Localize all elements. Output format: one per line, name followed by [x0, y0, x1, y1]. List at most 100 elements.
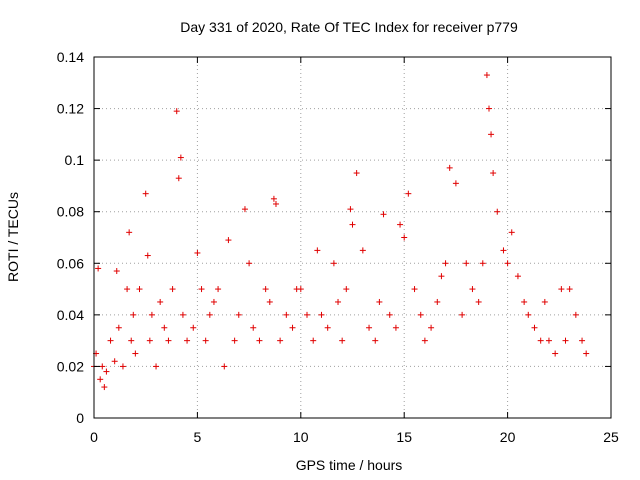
data-point: [411, 286, 418, 293]
data-point: [215, 286, 222, 293]
data-point: [126, 229, 133, 236]
data-point: [136, 286, 143, 293]
data-point: [339, 337, 346, 344]
x-axis-label: GPS time / hours: [296, 457, 403, 473]
data-point: [148, 311, 155, 318]
axis-ticks: [93, 56, 612, 419]
data-point: [190, 324, 197, 331]
data-point: [194, 249, 201, 256]
data-point: [469, 286, 476, 293]
data-point: [177, 154, 184, 161]
data-point: [459, 311, 466, 318]
data-point: [397, 221, 404, 228]
data-point: [283, 311, 290, 318]
data-point: [500, 247, 507, 254]
data-point: [111, 358, 118, 365]
data-point: [314, 247, 321, 254]
grid-lines: [94, 57, 611, 418]
data-point: [386, 311, 393, 318]
data-point: [169, 286, 176, 293]
data-point: [235, 311, 242, 318]
data-point: [475, 298, 482, 305]
data-point: [198, 286, 205, 293]
data-point: [525, 311, 532, 318]
data-point: [246, 260, 253, 267]
data-point: [380, 211, 387, 218]
data-point: [221, 363, 228, 370]
y-tick-labels: 0 0.02 0.04 0.06 0.08 0.1 0.12 0.14: [57, 49, 84, 426]
y-tick-label: 0.04: [57, 307, 84, 323]
data-point: [165, 337, 172, 344]
data-point: [95, 265, 102, 272]
data-point: [376, 298, 383, 305]
data-point: [297, 286, 304, 293]
y-tick-label: 0.14: [57, 49, 84, 65]
data-point: [225, 237, 232, 244]
data-point: [113, 268, 120, 275]
data-point: [124, 286, 131, 293]
data-point: [514, 273, 521, 280]
data-point: [583, 350, 590, 357]
data-point: [103, 368, 110, 375]
y-tick-label: 0.12: [57, 101, 84, 117]
data-point: [119, 363, 126, 370]
x-tick-label: 25: [603, 429, 619, 445]
data-point: [531, 324, 538, 331]
data-point: [488, 131, 495, 138]
data-point: [405, 190, 412, 197]
data-point: [452, 180, 459, 187]
data-point: [483, 72, 490, 79]
data-point: [179, 311, 186, 318]
data-point: [142, 190, 149, 197]
data-point: [508, 229, 515, 236]
data-point: [210, 298, 217, 305]
data-point: [324, 324, 331, 331]
data-point: [353, 170, 360, 177]
data-point: [494, 208, 501, 215]
data-point: [161, 324, 168, 331]
data-point: [552, 350, 559, 357]
data-point: [97, 376, 104, 383]
data-point: [438, 273, 445, 280]
data-point: [132, 350, 139, 357]
data-point: [107, 337, 114, 344]
data-point: [184, 337, 191, 344]
x-tick-label: 20: [500, 429, 516, 445]
y-axis-label: ROTI / TECUs: [5, 192, 21, 282]
data-point: [392, 324, 399, 331]
data-point: [372, 337, 379, 344]
data-point: [277, 337, 284, 344]
y-tick-label: 0.02: [57, 358, 84, 374]
plot-frame: [93, 56, 612, 419]
data-point: [289, 324, 296, 331]
x-tick-label: 10: [293, 429, 309, 445]
data-point: [434, 298, 441, 305]
data-point: [579, 337, 586, 344]
data-point: [347, 206, 354, 213]
x-tick-labels: 0 5 10 15 20 25: [90, 429, 619, 445]
data-point: [428, 324, 435, 331]
data-point: [175, 175, 182, 182]
data-point: [304, 311, 311, 318]
data-point: [256, 337, 263, 344]
chart-title: Day 331 of 2020, Rate Of TEC Index for r…: [180, 19, 518, 35]
y-tick-label: 0.1: [65, 152, 85, 168]
data-point: [115, 324, 122, 331]
data-point: [206, 311, 213, 318]
data-point: [401, 234, 408, 241]
data-point: [241, 206, 248, 213]
data-point: [442, 260, 449, 267]
x-tick-label: 5: [194, 429, 202, 445]
data-point: [558, 286, 565, 293]
data-point: [272, 200, 279, 207]
data-points: [91, 72, 590, 391]
data-point: [421, 337, 428, 344]
data-point: [310, 337, 317, 344]
data-point: [99, 363, 106, 370]
data-point: [349, 221, 356, 228]
data-point: [130, 311, 137, 318]
data-point: [366, 324, 373, 331]
data-point: [101, 384, 108, 391]
data-point: [359, 247, 366, 254]
